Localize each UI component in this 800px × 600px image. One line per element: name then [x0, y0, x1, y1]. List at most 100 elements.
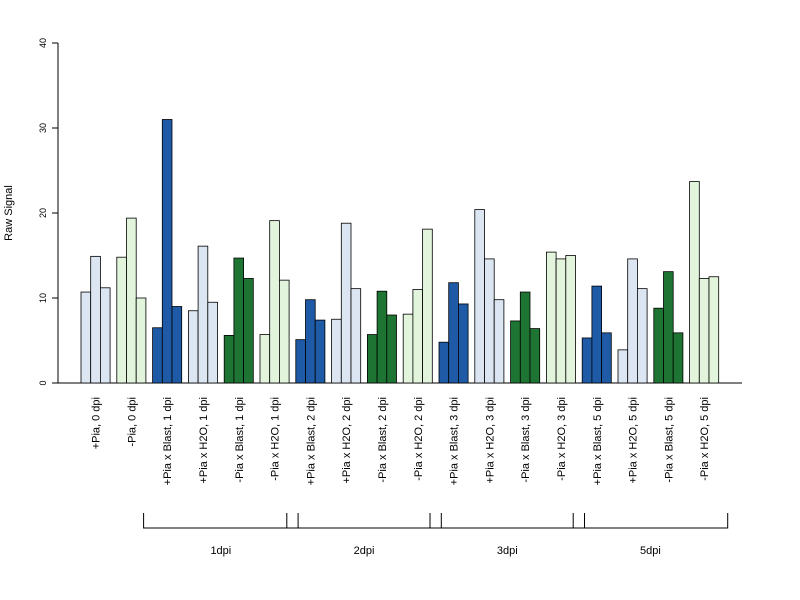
- bar: [278, 279, 290, 384]
- bar: [100, 287, 111, 384]
- bar-group: [331, 222, 362, 384]
- group-label: 1dpi: [210, 545, 231, 557]
- bracket-line: [572, 513, 729, 529]
- x-category-label: +Pia x H2O, 5 dpi: [628, 397, 640, 484]
- y-tick-label: 0: [38, 380, 48, 385]
- x-category-label: +Pia x Blast, 3 dpi: [449, 397, 461, 485]
- bar: [698, 278, 710, 384]
- bar: [438, 341, 450, 384]
- bracket-line: [286, 513, 442, 529]
- x-category-label: -Pia x H2O, 3 dpi: [556, 397, 568, 481]
- bar: [366, 334, 378, 384]
- bar: [197, 245, 209, 384]
- bar-group: [366, 290, 397, 384]
- group-bracket: 5dpi: [572, 513, 729, 557]
- bar: [601, 332, 612, 384]
- bar-group: [259, 220, 290, 384]
- bar: [708, 276, 720, 384]
- y-tick-label: 20: [38, 208, 48, 218]
- x-category-label: +Pia x H2O, 2 dpi: [341, 397, 353, 484]
- bar: [340, 222, 352, 384]
- bar: [546, 251, 557, 384]
- bar-group: [510, 291, 541, 384]
- bar-group: [581, 285, 612, 384]
- bar-group: [438, 282, 469, 384]
- bar: [243, 278, 254, 384]
- bar: [295, 339, 306, 384]
- bar: [187, 310, 199, 384]
- bar-group: [474, 209, 505, 384]
- x-category-label: -Pia x H2O, 1 dpi: [270, 397, 282, 481]
- y-tick-label: 10: [38, 293, 48, 303]
- bar: [663, 271, 674, 384]
- bar-group: [80, 255, 111, 384]
- bar: [581, 337, 593, 384]
- bar: [672, 332, 684, 384]
- x-category-label: -Pia x H2O, 5 dpi: [699, 397, 711, 481]
- bar: [448, 282, 459, 384]
- y-tick-label: 40: [38, 38, 48, 48]
- bar: [457, 303, 469, 384]
- bar: [474, 209, 485, 384]
- bar-group: [187, 245, 218, 384]
- bar-group: [223, 257, 254, 384]
- x-category-label: +Pia x H2O, 3 dpi: [484, 397, 496, 484]
- bar: [484, 258, 495, 384]
- group-label: 5dpi: [640, 545, 661, 557]
- bar: [529, 328, 541, 384]
- bar: [171, 306, 183, 384]
- y-axis: 0 10 20 30 40: [38, 38, 59, 386]
- x-category-label: -Pia x H2O, 2 dpi: [413, 397, 425, 481]
- bar-group: [152, 119, 183, 384]
- bar: [402, 313, 414, 384]
- x-category-label: -Pia, 0 dpi: [126, 397, 138, 447]
- bar: [331, 318, 342, 384]
- bar: [207, 301, 218, 384]
- bar: [493, 299, 505, 384]
- bar: [233, 257, 244, 384]
- bar: [90, 255, 101, 384]
- y-axis-title: Raw Signal: [3, 185, 15, 241]
- bar: [555, 258, 567, 384]
- bar: [126, 217, 137, 384]
- bar: [617, 349, 629, 384]
- bar-group: [116, 217, 147, 384]
- bar-group: [546, 251, 576, 384]
- group-label: 3dpi: [497, 545, 518, 557]
- bar: [653, 307, 664, 384]
- bar-group: [295, 299, 326, 384]
- bar: [152, 327, 163, 384]
- bar: [80, 291, 92, 384]
- bar: [386, 314, 397, 384]
- x-category-label: +Pia x Blast, 2 dpi: [305, 397, 317, 485]
- x-category-label: +Pia x H2O, 1 dpi: [198, 397, 210, 484]
- bar-group: [653, 271, 684, 384]
- bar: [376, 290, 388, 384]
- bar: [627, 258, 638, 384]
- category-labels: +Pia, 0 dpi -Pia, 0 dpi +Pia x Blast, 1 dp…: [91, 397, 712, 485]
- bar: [314, 319, 326, 384]
- x-category-label: +Pia x Blast, 5 dpi: [592, 397, 604, 485]
- bar: [689, 181, 700, 384]
- x-category-label: -Pia x Blast, 5 dpi: [663, 397, 675, 483]
- bar: [565, 255, 576, 384]
- bar: [259, 334, 271, 384]
- bar-group: [689, 181, 720, 384]
- bar: [223, 334, 235, 384]
- bar: [412, 289, 423, 384]
- bar-group: [617, 258, 648, 384]
- x-category-label: +Pia x Blast, 1 dpi: [162, 397, 174, 485]
- bracket-line: [429, 513, 585, 529]
- x-category-label: -Pia x Blast, 3 dpi: [520, 397, 532, 483]
- group-bracket: 3dpi: [429, 513, 585, 557]
- bar: [519, 291, 531, 384]
- bar: [350, 288, 362, 384]
- bar: [116, 256, 127, 384]
- bar: [269, 220, 280, 384]
- bar: [510, 320, 521, 384]
- x-category-label: -Pia x Blast, 2 dpi: [377, 397, 389, 483]
- group-label: 2dpi: [354, 545, 375, 557]
- group-bracket: 2dpi: [286, 513, 442, 557]
- x-category-label: -Pia x Blast, 1 dpi: [234, 397, 246, 483]
